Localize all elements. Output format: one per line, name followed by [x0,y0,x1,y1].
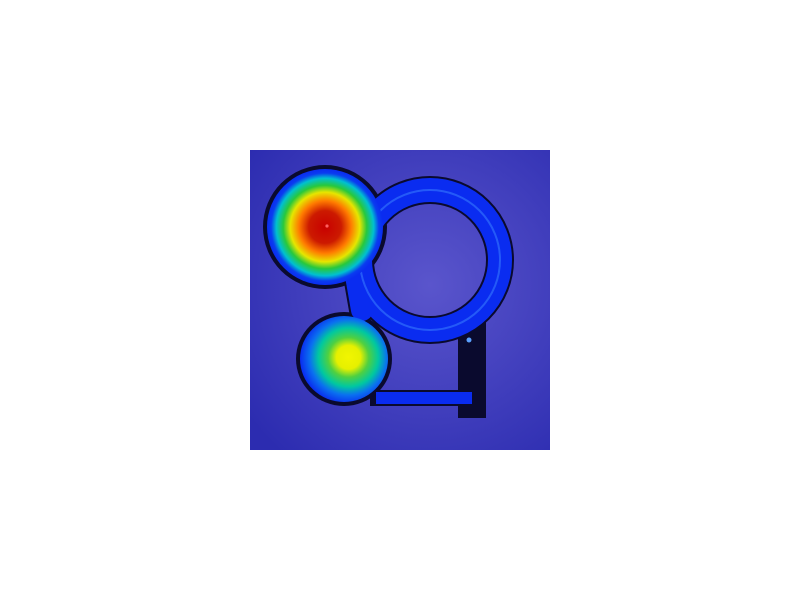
upper-left-hot-spot [267,169,383,285]
connector-channel [344,259,373,321]
stem-highlight-dot [466,337,472,343]
lower-left-hot-spot [300,316,388,402]
heatmap-panel [250,150,550,450]
upper-left-peak-marker [325,224,329,228]
heatmap-canvas [250,150,550,450]
